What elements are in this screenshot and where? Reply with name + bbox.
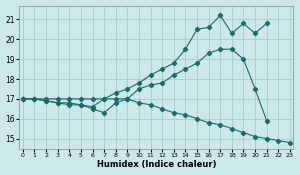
X-axis label: Humidex (Indice chaleur): Humidex (Indice chaleur) bbox=[97, 160, 216, 169]
